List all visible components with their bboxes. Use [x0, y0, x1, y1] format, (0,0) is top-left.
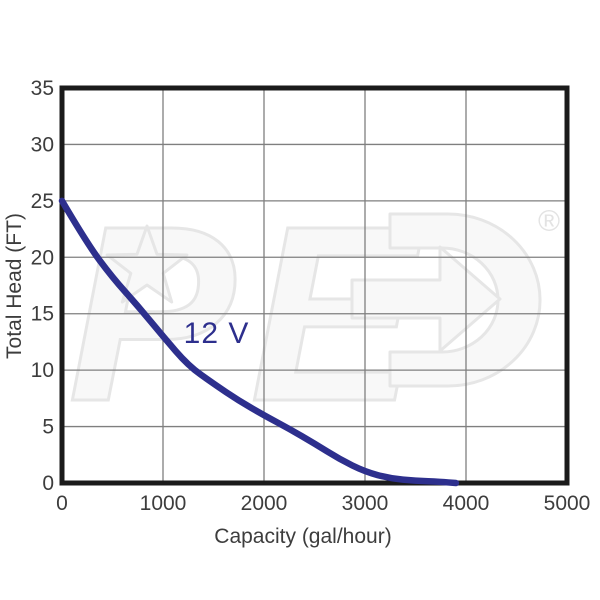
y-tick-label: 30 [31, 133, 54, 156]
y-axis-title: Total Head (FT) [3, 213, 26, 359]
y-tick-label: 10 [31, 359, 54, 382]
x-tick-label: 1000 [140, 492, 187, 515]
x-axis-tick-labels: 0 1000 2000 3000 4000 5000 [56, 492, 590, 515]
x-tick-label: 5000 [544, 492, 591, 515]
x-tick-label: 3000 [342, 492, 389, 515]
watermark-star-icon [105, 224, 189, 304]
plot-frame [59, 85, 570, 486]
x-tick-label: 4000 [443, 492, 490, 515]
pump-curve-12v [58, 197, 460, 487]
x-tick-label: 2000 [241, 492, 288, 515]
curve-label-12v: 12 V [184, 317, 250, 350]
y-tick-label: 20 [31, 246, 54, 269]
watermark-arrow-icon [350, 245, 502, 353]
x-tick-label: 0 [56, 492, 68, 515]
watermark-registered-icon: ® [538, 205, 560, 238]
x-axis-title: Capacity (gal/hour) [214, 525, 391, 548]
y-tick-label: 35 [31, 77, 54, 100]
y-tick-label: 15 [31, 303, 54, 326]
y-tick-label: 25 [31, 190, 54, 213]
y-tick-label: 0 [42, 472, 54, 495]
y-tick-label: 5 [42, 416, 54, 439]
y-axis-tick-labels: 0 5 10 15 20 25 30 35 [31, 77, 54, 495]
